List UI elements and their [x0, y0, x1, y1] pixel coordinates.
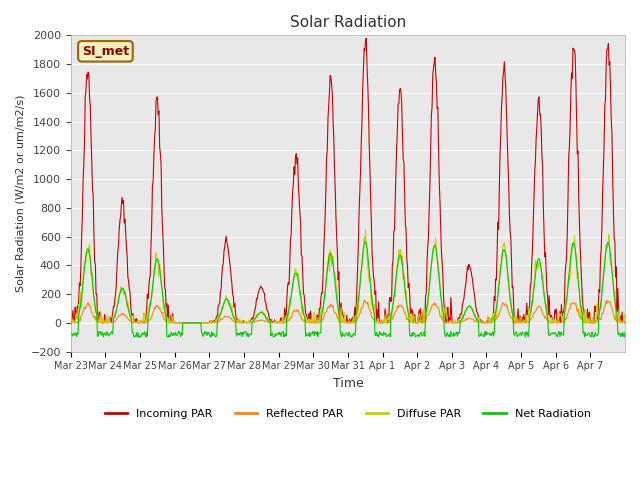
- Reflected PAR: [621, 319, 629, 324]
- Line: Reflected PAR: Reflected PAR: [71, 300, 625, 323]
- Diffuse PAR: [69, 320, 77, 325]
- Incoming PAR: [283, 297, 291, 303]
- Incoming PAR: [362, 36, 370, 41]
- X-axis label: Time: Time: [333, 377, 364, 390]
- Reflected PAR: [235, 320, 243, 325]
- Reflected PAR: [132, 320, 140, 325]
- Incoming PAR: [438, 249, 445, 255]
- Net Radiation: [235, 332, 243, 337]
- Reflected PAR: [68, 320, 76, 325]
- Line: Net Radiation: Net Radiation: [71, 242, 625, 337]
- Text: SI_met: SI_met: [82, 45, 129, 58]
- Net Radiation: [67, 332, 75, 337]
- Reflected PAR: [406, 319, 414, 325]
- Reflected PAR: [67, 320, 75, 325]
- Diffuse PAR: [621, 316, 629, 322]
- Net Radiation: [136, 334, 143, 340]
- Incoming PAR: [262, 300, 269, 305]
- Line: Incoming PAR: Incoming PAR: [71, 38, 625, 323]
- Net Radiation: [438, 299, 445, 305]
- Reflected PAR: [283, 319, 291, 325]
- Net Radiation: [621, 329, 629, 335]
- Diffuse PAR: [235, 315, 243, 321]
- Diffuse PAR: [438, 296, 445, 302]
- Incoming PAR: [68, 320, 76, 325]
- Diffuse PAR: [406, 312, 414, 318]
- Diffuse PAR: [283, 317, 291, 323]
- Net Radiation: [132, 334, 140, 339]
- Diffuse PAR: [262, 316, 269, 322]
- Incoming PAR: [621, 320, 629, 325]
- Incoming PAR: [67, 316, 75, 322]
- Net Radiation: [262, 314, 269, 320]
- Incoming PAR: [132, 316, 140, 322]
- Title: Solar Radiation: Solar Radiation: [290, 15, 406, 30]
- Net Radiation: [362, 239, 369, 245]
- Diffuse PAR: [67, 316, 75, 322]
- Reflected PAR: [438, 313, 445, 319]
- Net Radiation: [283, 315, 291, 321]
- Legend: Incoming PAR, Reflected PAR, Diffuse PAR, Net Radiation: Incoming PAR, Reflected PAR, Diffuse PAR…: [101, 405, 595, 423]
- Incoming PAR: [406, 311, 414, 316]
- Incoming PAR: [235, 319, 243, 324]
- Diffuse PAR: [362, 227, 369, 233]
- Y-axis label: Solar Radiation (W/m2 or um/m2/s): Solar Radiation (W/m2 or um/m2/s): [15, 95, 25, 292]
- Net Radiation: [406, 333, 414, 338]
- Reflected PAR: [262, 318, 269, 324]
- Reflected PAR: [360, 298, 368, 303]
- Line: Diffuse PAR: Diffuse PAR: [71, 230, 625, 323]
- Diffuse PAR: [132, 320, 140, 325]
